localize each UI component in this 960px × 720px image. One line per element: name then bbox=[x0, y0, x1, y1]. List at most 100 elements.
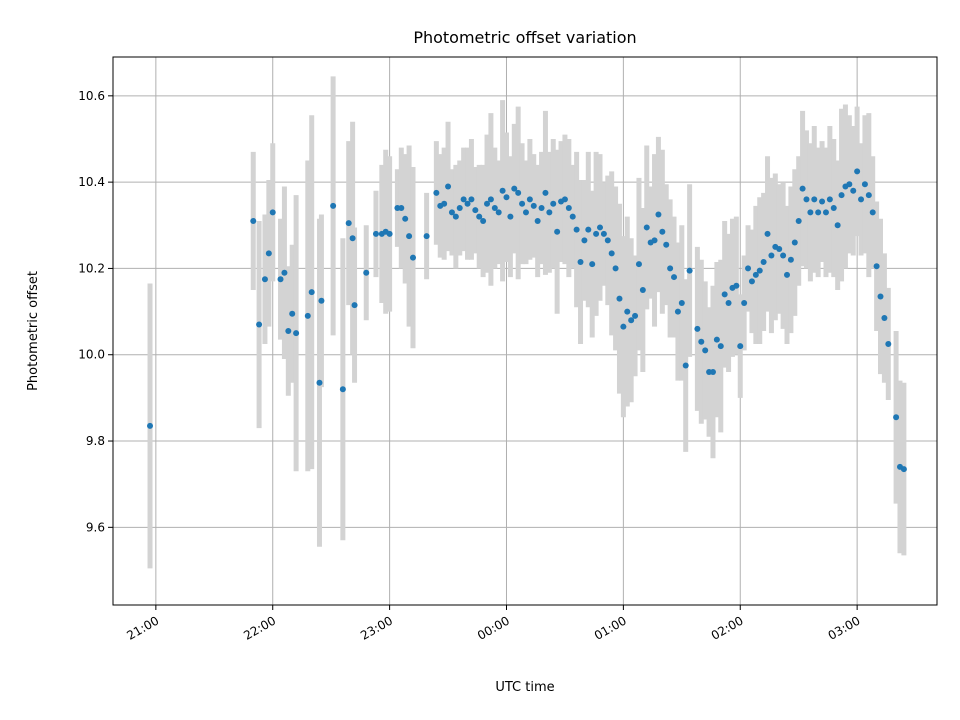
y-tick-label: 10.0 bbox=[78, 348, 105, 362]
data-point bbox=[589, 261, 596, 268]
data-point bbox=[900, 466, 907, 473]
data-point bbox=[635, 261, 642, 268]
y-tick-label: 9.8 bbox=[86, 434, 105, 448]
data-point bbox=[534, 217, 541, 224]
data-point bbox=[363, 269, 370, 276]
data-point bbox=[846, 181, 853, 188]
data-point bbox=[764, 230, 771, 237]
data-point bbox=[433, 189, 440, 196]
data-point bbox=[784, 271, 791, 278]
data-point bbox=[542, 189, 549, 196]
data-point bbox=[869, 209, 876, 216]
data-point bbox=[573, 226, 580, 233]
data-point bbox=[628, 317, 635, 324]
data-point bbox=[745, 265, 752, 272]
data-point bbox=[304, 312, 311, 319]
data-point bbox=[861, 181, 868, 188]
data-point bbox=[538, 205, 545, 212]
data-point bbox=[460, 196, 467, 203]
x-tick-label: 23:00 bbox=[358, 613, 395, 642]
data-point bbox=[339, 386, 346, 393]
data-point bbox=[585, 226, 592, 233]
data-point bbox=[667, 265, 674, 272]
data-point bbox=[651, 237, 658, 244]
data-point bbox=[293, 330, 300, 337]
x-axis-label: UTC time bbox=[495, 680, 554, 695]
data-point bbox=[643, 224, 650, 231]
data-point bbox=[316, 379, 323, 386]
data-point bbox=[569, 213, 576, 220]
x-axis-ticks: 21:00 22:00 23:00 00:00 01:00 02:00 03:00 bbox=[124, 605, 863, 643]
data-point bbox=[487, 196, 494, 203]
data-point bbox=[854, 168, 861, 175]
data-point bbox=[409, 254, 416, 261]
data-point bbox=[877, 293, 884, 300]
data-point bbox=[456, 205, 463, 212]
y-axis-label: Photometric offset bbox=[26, 271, 41, 391]
data-point bbox=[850, 187, 857, 194]
data-point bbox=[530, 202, 537, 209]
data-point bbox=[756, 267, 763, 274]
data-point bbox=[737, 343, 744, 350]
data-point bbox=[702, 347, 709, 354]
data-point bbox=[791, 239, 798, 246]
data-point bbox=[445, 183, 452, 190]
data-point bbox=[768, 252, 775, 259]
data-point bbox=[822, 209, 829, 216]
data-point bbox=[604, 237, 611, 244]
data-point bbox=[511, 185, 518, 192]
data-point bbox=[881, 315, 888, 322]
data-point bbox=[526, 196, 533, 203]
data-point bbox=[709, 368, 716, 375]
data-point bbox=[507, 213, 514, 220]
data-point bbox=[807, 209, 814, 216]
data-point bbox=[838, 192, 845, 199]
data-point bbox=[448, 209, 455, 216]
data-point bbox=[491, 205, 498, 212]
x-tick-label: 00:00 bbox=[475, 613, 512, 642]
data-point bbox=[752, 271, 759, 278]
data-point bbox=[655, 211, 662, 218]
data-point bbox=[616, 295, 623, 302]
data-point bbox=[452, 213, 459, 220]
chart-title: Photometric offset variation bbox=[413, 28, 636, 47]
y-tick-label: 10.2 bbox=[78, 261, 105, 275]
data-point bbox=[659, 228, 666, 235]
data-point bbox=[819, 198, 826, 205]
x-tick-label: 21:00 bbox=[124, 613, 161, 642]
data-point bbox=[468, 196, 475, 203]
data-point bbox=[713, 336, 720, 343]
y-axis-ticks: 9.6 9.8 10.0 10.2 10.4 10.6 bbox=[78, 89, 113, 534]
data-point bbox=[495, 209, 502, 216]
data-point bbox=[632, 312, 639, 319]
data-point bbox=[799, 185, 806, 192]
x-tick-label: 02:00 bbox=[709, 613, 746, 642]
data-points bbox=[147, 168, 907, 473]
data-point bbox=[484, 200, 491, 207]
data-point bbox=[147, 422, 154, 429]
data-point bbox=[554, 228, 561, 235]
y-tick-label: 10.4 bbox=[78, 175, 105, 189]
data-point bbox=[698, 338, 705, 345]
data-point bbox=[277, 276, 284, 283]
data-point bbox=[803, 196, 810, 203]
data-point bbox=[308, 289, 315, 296]
data-point bbox=[795, 217, 802, 224]
data-point bbox=[811, 196, 818, 203]
data-point bbox=[464, 200, 471, 207]
data-point bbox=[593, 230, 600, 237]
x-tick-label: 01:00 bbox=[592, 613, 629, 642]
plot-frame bbox=[112, 56, 938, 606]
data-point bbox=[330, 202, 337, 209]
data-point bbox=[760, 258, 767, 265]
data-point bbox=[546, 209, 553, 216]
data-point bbox=[269, 209, 276, 216]
data-point bbox=[686, 267, 693, 274]
data-point bbox=[865, 192, 872, 199]
data-point bbox=[608, 250, 615, 257]
data-point bbox=[741, 299, 748, 306]
data-point bbox=[815, 209, 822, 216]
data-point bbox=[261, 276, 268, 283]
data-point bbox=[678, 299, 685, 306]
